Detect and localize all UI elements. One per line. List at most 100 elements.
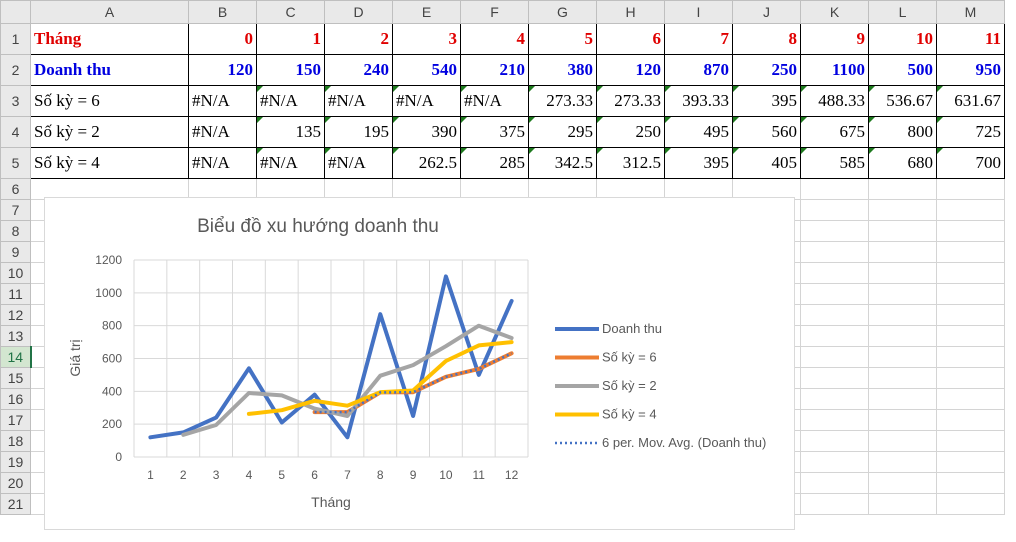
empty-cell[interactable] xyxy=(800,346,869,368)
value-cell[interactable]: 380 xyxy=(528,54,597,86)
empty-cell[interactable] xyxy=(800,388,869,410)
row-header[interactable]: 17 xyxy=(0,409,31,431)
column-header-h[interactable]: H xyxy=(596,0,665,24)
row-header[interactable]: 14 xyxy=(0,346,32,368)
empty-cell[interactable] xyxy=(800,304,869,326)
empty-cell[interactable] xyxy=(800,472,869,494)
row-header[interactable]: 9 xyxy=(0,241,31,263)
column-header-e[interactable]: E xyxy=(392,0,461,24)
value-cell[interactable]: 680 xyxy=(868,147,937,179)
row-label-cell[interactable]: Số kỳ = 2 xyxy=(30,116,189,148)
column-header-k[interactable]: K xyxy=(800,0,869,24)
empty-cell[interactable] xyxy=(936,178,1005,200)
value-cell[interactable]: 120 xyxy=(596,54,665,86)
empty-cell[interactable] xyxy=(800,241,869,263)
row-header[interactable]: 3 xyxy=(0,85,31,117)
row-header[interactable]: 20 xyxy=(0,472,31,494)
value-cell[interactable]: 285 xyxy=(460,147,529,179)
value-cell[interactable]: 262.5 xyxy=(392,147,461,179)
value-cell[interactable]: 495 xyxy=(664,116,733,148)
value-cell[interactable]: 500 xyxy=(868,54,937,86)
row-label-cell[interactable]: Tháng xyxy=(30,23,189,55)
row-header[interactable]: 7 xyxy=(0,199,31,221)
empty-cell[interactable] xyxy=(936,262,1005,284)
value-cell[interactable]: 395 xyxy=(664,147,733,179)
value-cell[interactable]: 342.5 xyxy=(528,147,597,179)
value-cell[interactable]: 393.33 xyxy=(664,85,733,117)
value-cell[interactable]: 375 xyxy=(460,116,529,148)
row-header[interactable]: 13 xyxy=(0,325,31,347)
empty-cell[interactable] xyxy=(868,304,937,326)
value-cell[interactable]: 120 xyxy=(188,54,257,86)
value-cell[interactable]: 135 xyxy=(256,116,325,148)
empty-cell[interactable] xyxy=(800,262,869,284)
empty-cell[interactable] xyxy=(800,409,869,431)
value-cell[interactable]: 7 xyxy=(664,23,733,55)
value-cell[interactable]: 390 xyxy=(392,116,461,148)
row-header[interactable]: 16 xyxy=(0,388,31,410)
empty-cell[interactable] xyxy=(868,262,937,284)
column-header-d[interactable]: D xyxy=(324,0,393,24)
value-cell[interactable]: 870 xyxy=(664,54,733,86)
value-cell[interactable]: 800 xyxy=(868,116,937,148)
value-cell[interactable]: #N/A xyxy=(256,85,325,117)
value-cell[interactable]: 4 xyxy=(460,23,529,55)
column-header-c[interactable]: C xyxy=(256,0,325,24)
empty-cell[interactable] xyxy=(800,367,869,389)
value-cell[interactable]: 536.67 xyxy=(868,85,937,117)
value-cell[interactable]: 0 xyxy=(188,23,257,55)
row-label-cell[interactable]: Doanh thu xyxy=(30,54,189,86)
empty-cell[interactable] xyxy=(936,472,1005,494)
value-cell[interactable]: 195 xyxy=(324,116,393,148)
value-cell[interactable]: #N/A xyxy=(324,85,393,117)
empty-cell[interactable] xyxy=(800,220,869,242)
row-header[interactable]: 15 xyxy=(0,367,31,389)
value-cell[interactable]: 295 xyxy=(528,116,597,148)
column-header-i[interactable]: I xyxy=(664,0,733,24)
empty-cell[interactable] xyxy=(936,451,1005,473)
value-cell[interactable]: 3 xyxy=(392,23,461,55)
empty-cell[interactable] xyxy=(800,451,869,473)
column-header-f[interactable]: F xyxy=(460,0,529,24)
value-cell[interactable]: 631.67 xyxy=(936,85,1005,117)
empty-cell[interactable] xyxy=(800,430,869,452)
value-cell[interactable]: 488.33 xyxy=(800,85,869,117)
row-header[interactable]: 21 xyxy=(0,493,31,515)
value-cell[interactable]: 11 xyxy=(936,23,1005,55)
empty-cell[interactable] xyxy=(868,451,937,473)
empty-cell[interactable] xyxy=(868,346,937,368)
empty-cell[interactable] xyxy=(936,388,1005,410)
empty-cell[interactable] xyxy=(936,409,1005,431)
value-cell[interactable]: 1100 xyxy=(800,54,869,86)
column-header-j[interactable]: J xyxy=(732,0,801,24)
value-cell[interactable]: 1 xyxy=(256,23,325,55)
empty-cell[interactable] xyxy=(868,472,937,494)
row-label-cell[interactable]: Số kỳ = 6 xyxy=(30,85,189,117)
column-header-g[interactable]: G xyxy=(528,0,597,24)
empty-cell[interactable] xyxy=(936,430,1005,452)
value-cell[interactable]: 273.33 xyxy=(596,85,665,117)
column-header-l[interactable]: L xyxy=(868,0,937,24)
value-cell[interactable]: #N/A xyxy=(188,116,257,148)
value-cell[interactable]: 150 xyxy=(256,54,325,86)
value-cell[interactable]: 2 xyxy=(324,23,393,55)
empty-cell[interactable] xyxy=(936,199,1005,221)
row-header[interactable]: 8 xyxy=(0,220,31,242)
value-cell[interactable]: 675 xyxy=(800,116,869,148)
empty-cell[interactable] xyxy=(868,178,937,200)
value-cell[interactable]: 312.5 xyxy=(596,147,665,179)
value-cell[interactable]: 273.33 xyxy=(528,85,597,117)
value-cell[interactable]: 725 xyxy=(936,116,1005,148)
select-all-corner[interactable] xyxy=(0,0,31,24)
empty-cell[interactable] xyxy=(868,430,937,452)
value-cell[interactable]: 210 xyxy=(460,54,529,86)
value-cell[interactable]: #N/A xyxy=(324,147,393,179)
empty-cell[interactable] xyxy=(868,367,937,389)
empty-cell[interactable] xyxy=(936,367,1005,389)
value-cell[interactable]: #N/A xyxy=(188,147,257,179)
value-cell[interactable]: 5 xyxy=(528,23,597,55)
trend-chart[interactable]: Biểu đồ xu hướng doanh thu 0 200 400 600 800 1… xyxy=(44,197,795,530)
empty-cell[interactable] xyxy=(936,304,1005,326)
value-cell[interactable]: 9 xyxy=(800,23,869,55)
empty-cell[interactable] xyxy=(800,199,869,221)
